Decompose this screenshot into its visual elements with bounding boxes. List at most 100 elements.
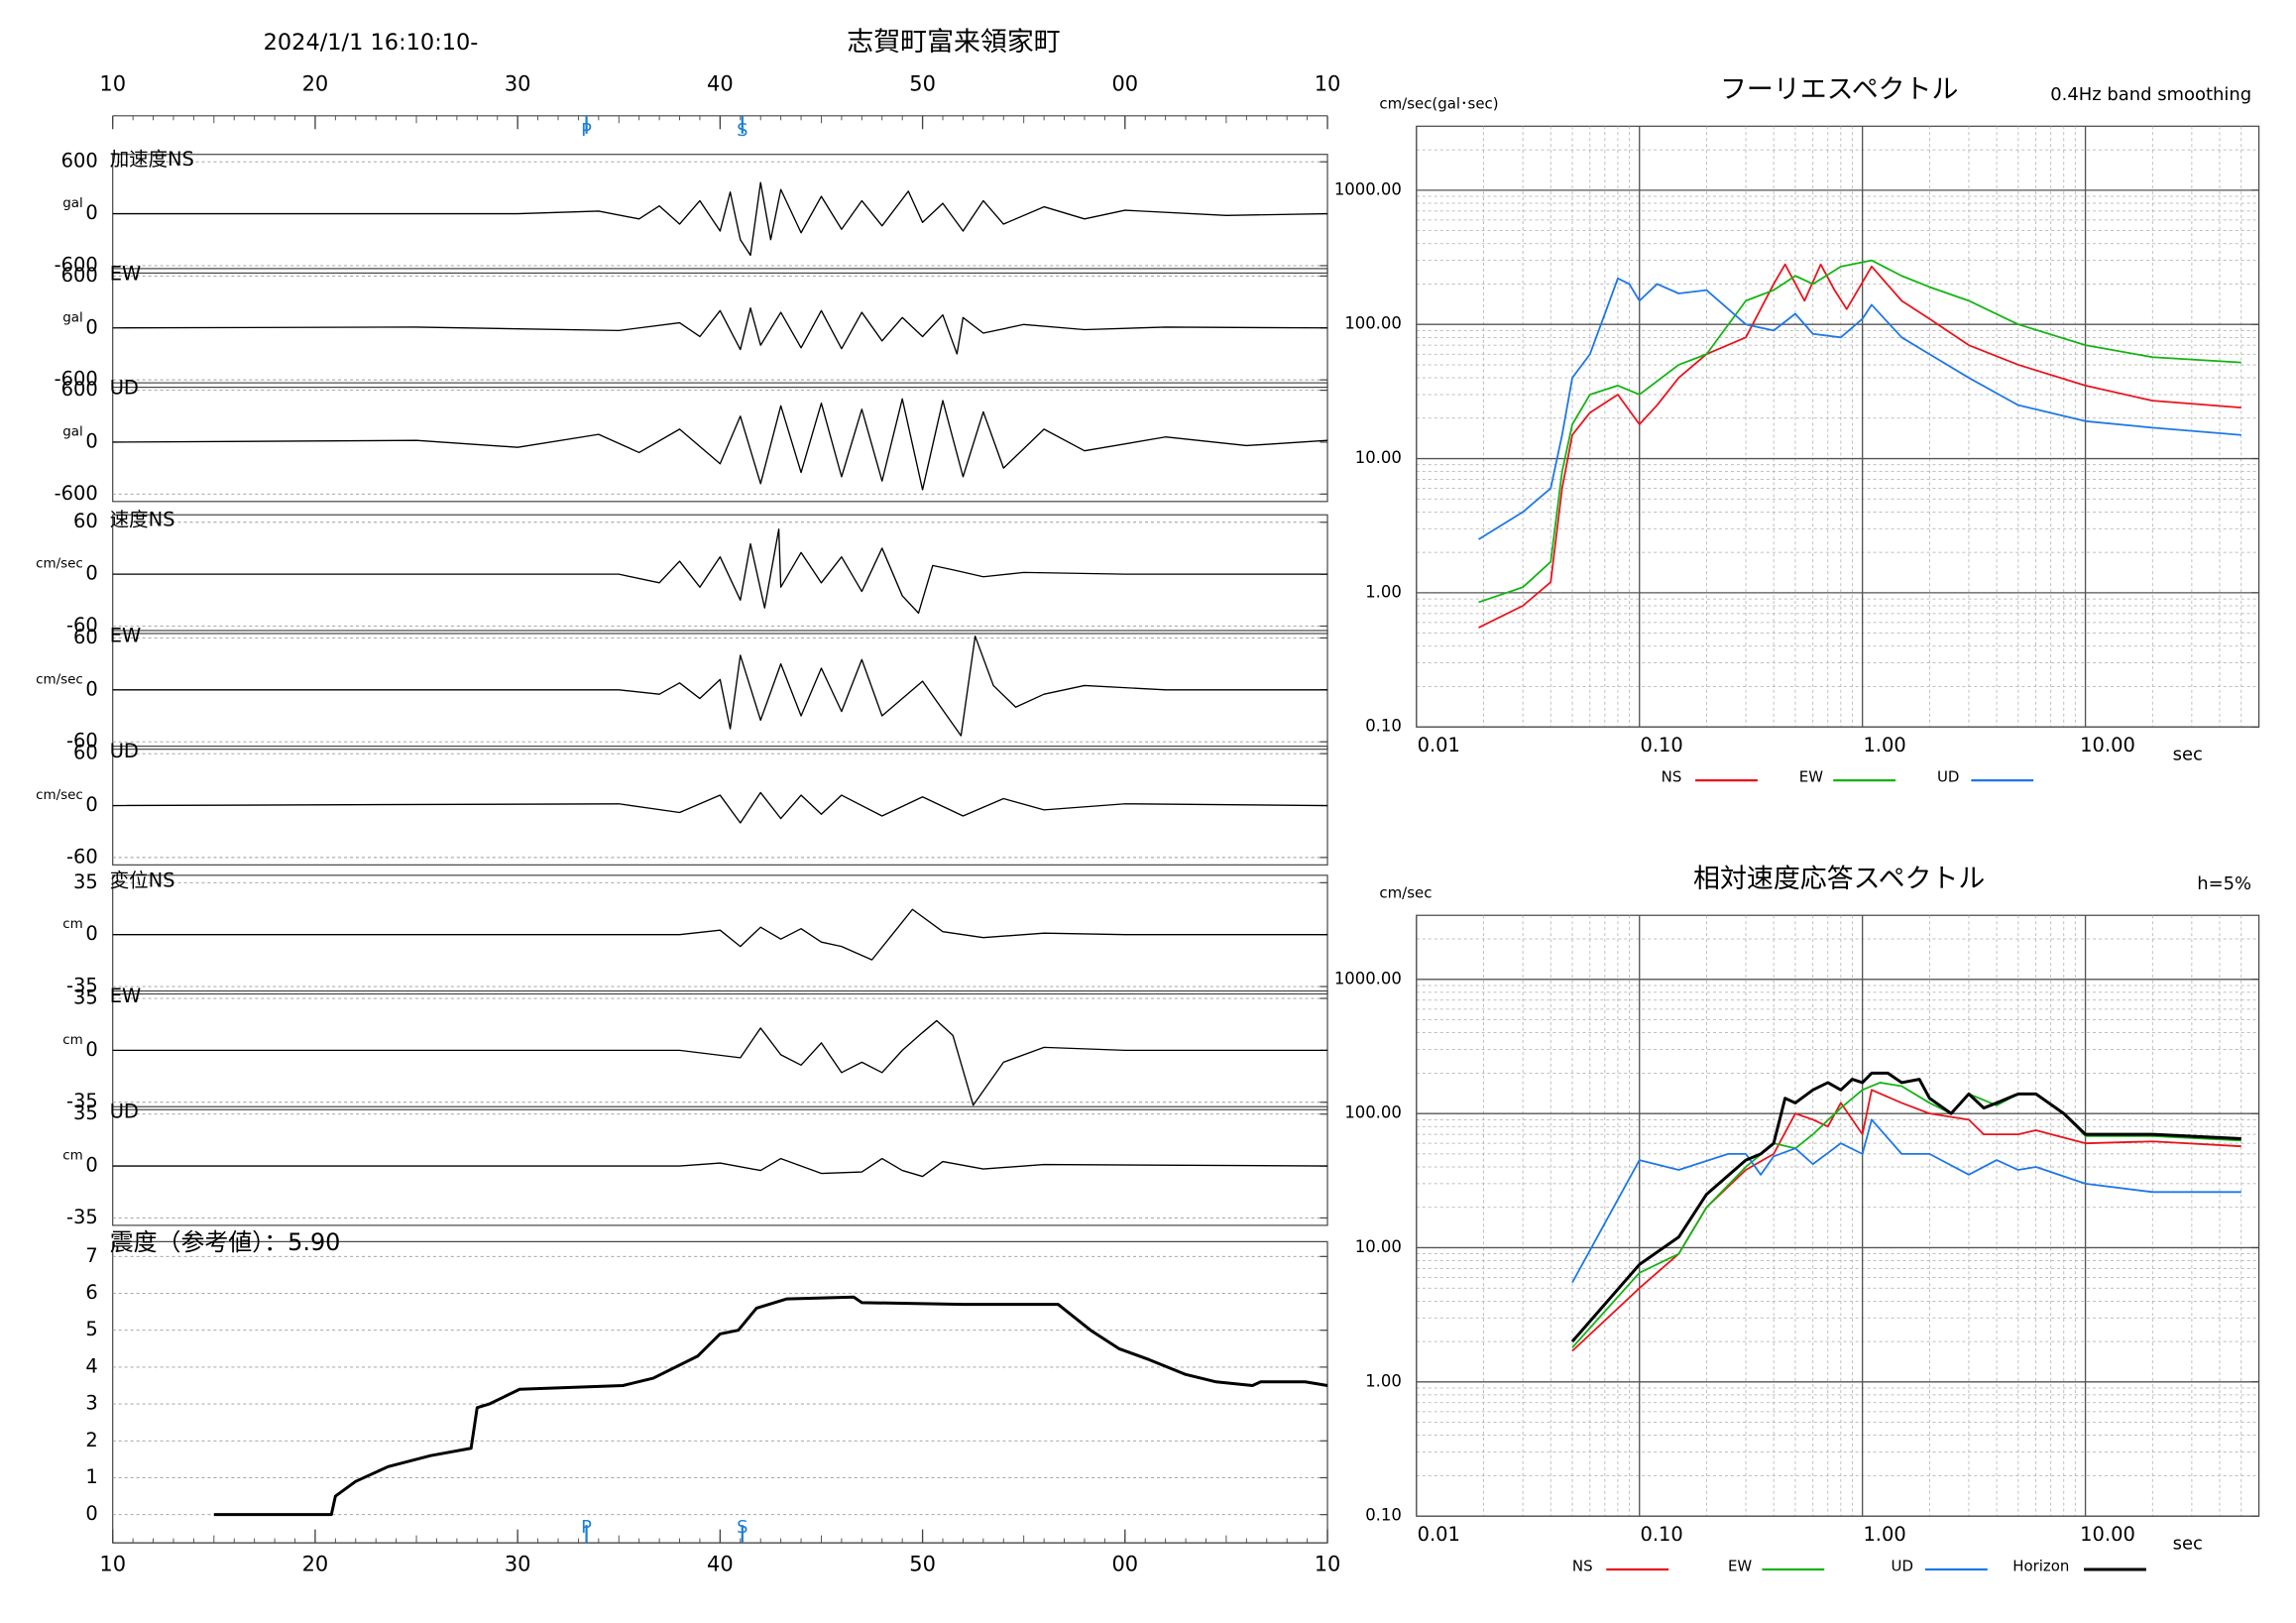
y-tick-label: 0.10	[1365, 717, 1402, 736]
data-line	[112, 528, 1328, 615]
data-line	[1571, 1118, 2241, 1284]
unit-label: cm	[62, 1033, 83, 1048]
x-tick-label: 10	[99, 71, 126, 95]
y-tick-label: 0	[85, 677, 97, 700]
channel-label: 変位NS	[110, 869, 175, 891]
x-tick-label: 10	[99, 1553, 126, 1576]
y-tick-label: 10.00	[1355, 1237, 1402, 1256]
channel-label: EW	[110, 985, 142, 1007]
unit-label: cm	[62, 917, 83, 932]
y-tick-label: 0	[85, 1038, 97, 1061]
y-tick-label: 60	[73, 626, 98, 648]
intensity-title: 震度（参考値）：5.90	[110, 1228, 341, 1256]
y-tick-label: -600	[55, 253, 98, 276]
data-line	[1478, 263, 2241, 629]
y-tick-label: 0	[85, 315, 97, 338]
y-tick-label: 3	[85, 1392, 97, 1415]
x-tick-label: 50	[909, 1553, 936, 1576]
data-line	[112, 307, 1328, 355]
y-tick-label: 60	[73, 510, 98, 532]
y-tick-label: -35	[66, 1206, 98, 1228]
data-line	[112, 181, 1328, 257]
x-tick-label: 20	[302, 71, 329, 95]
data-line	[112, 398, 1328, 491]
unit-label: cm/sec	[36, 557, 83, 572]
legend-label: UD	[1937, 768, 1959, 786]
y-tick-label: 0	[85, 793, 97, 816]
x-tick-label: 30	[505, 1553, 531, 1576]
unit-label: gal	[62, 310, 83, 325]
channel-label: EW	[110, 262, 142, 285]
y-tick-label: 5	[85, 1318, 97, 1340]
x-axis-label: sec	[2173, 745, 2203, 765]
legend-label: UD	[1892, 1558, 1913, 1575]
y-tick-label: -600	[55, 368, 98, 391]
phase-marker-label: P	[581, 120, 592, 141]
channel-label: 加速度NS	[110, 148, 194, 171]
legend-label: NS	[1572, 1558, 1593, 1575]
y-tick-label: -35	[66, 975, 98, 997]
y-tick-label: 60	[73, 742, 98, 764]
data-line	[112, 1157, 1328, 1178]
x-tick-label: 1.00	[1863, 1523, 1905, 1546]
x-tick-label: 00	[1111, 1553, 1138, 1576]
y-tick-label: 100.00	[1344, 1103, 1402, 1122]
channel-label: UD	[110, 1101, 139, 1123]
y-tick-label: 600	[61, 264, 98, 287]
legend-label: EW	[1728, 1558, 1752, 1575]
x-tick-label: 0.01	[1418, 1523, 1460, 1546]
datetime-label: 2024/1/1 16:10:10-	[264, 30, 479, 56]
data-line	[1570, 1071, 2241, 1343]
y-tick-label: 35	[73, 1101, 98, 1124]
y-tick-label: -600	[55, 482, 98, 505]
x-tick-label: 1.00	[1863, 734, 1905, 756]
y-tick-label: 2	[85, 1429, 97, 1451]
y-tick-label: -35	[66, 1090, 98, 1112]
x-tick-label: 10	[1315, 71, 1341, 95]
y-tick-label: 7	[85, 1244, 97, 1267]
channel-label: EW	[110, 624, 142, 646]
x-tick-label: 10.00	[2080, 734, 2135, 756]
data-line	[1478, 259, 2241, 604]
y-tick-label: 600	[61, 378, 98, 401]
chart-subtitle: 0.4Hz band smoothing	[2050, 84, 2251, 105]
unit-label: gal	[62, 424, 83, 439]
y-tick-label: 6	[85, 1281, 97, 1304]
data-line	[112, 908, 1328, 961]
y-tick-label: -60	[66, 845, 98, 868]
x-tick-label: 40	[707, 71, 734, 95]
y-tick-label: 35	[73, 870, 98, 893]
chart-title: 相対速度応答スペクトル	[1693, 864, 1985, 894]
phase-marker-label: S	[737, 1517, 747, 1538]
y-tick-label: 4	[85, 1354, 97, 1377]
x-tick-label: 50	[909, 71, 936, 95]
x-axis-label: sec	[2173, 1534, 2203, 1555]
y-tick-label: 0	[85, 562, 97, 585]
y-tick-label: 1.00	[1365, 1371, 1402, 1390]
data-line	[112, 636, 1328, 737]
unit-label: cm/sec	[36, 672, 83, 687]
station-title: 志賀町富来領家町	[847, 27, 1060, 58]
legend-label: NS	[1662, 768, 1682, 786]
y-tick-label: 600	[61, 150, 98, 173]
x-tick-label: 30	[505, 71, 531, 95]
unit-label: cm	[62, 1149, 83, 1164]
y-tick-label: -60	[66, 614, 98, 637]
x-tick-label: 10.00	[2080, 1523, 2135, 1546]
y-tick-label: 1	[85, 1465, 97, 1488]
y-axis-label: cm/sec	[1379, 883, 1432, 901]
y-tick-label: 0	[85, 429, 97, 452]
channel-label: UD	[110, 377, 139, 400]
x-tick-label: 10	[1315, 1553, 1341, 1576]
y-tick-label: 100.00	[1344, 314, 1402, 333]
phase-marker-label: S	[737, 120, 747, 141]
y-tick-label: 10.00	[1355, 448, 1402, 467]
x-tick-label: 0.10	[1641, 734, 1683, 756]
y-tick-label: 1000.00	[1334, 969, 1402, 987]
data-line	[112, 791, 1328, 824]
y-tick-label: 0	[85, 922, 97, 945]
x-tick-label: 0.01	[1418, 734, 1460, 756]
data-line	[213, 1295, 1328, 1517]
